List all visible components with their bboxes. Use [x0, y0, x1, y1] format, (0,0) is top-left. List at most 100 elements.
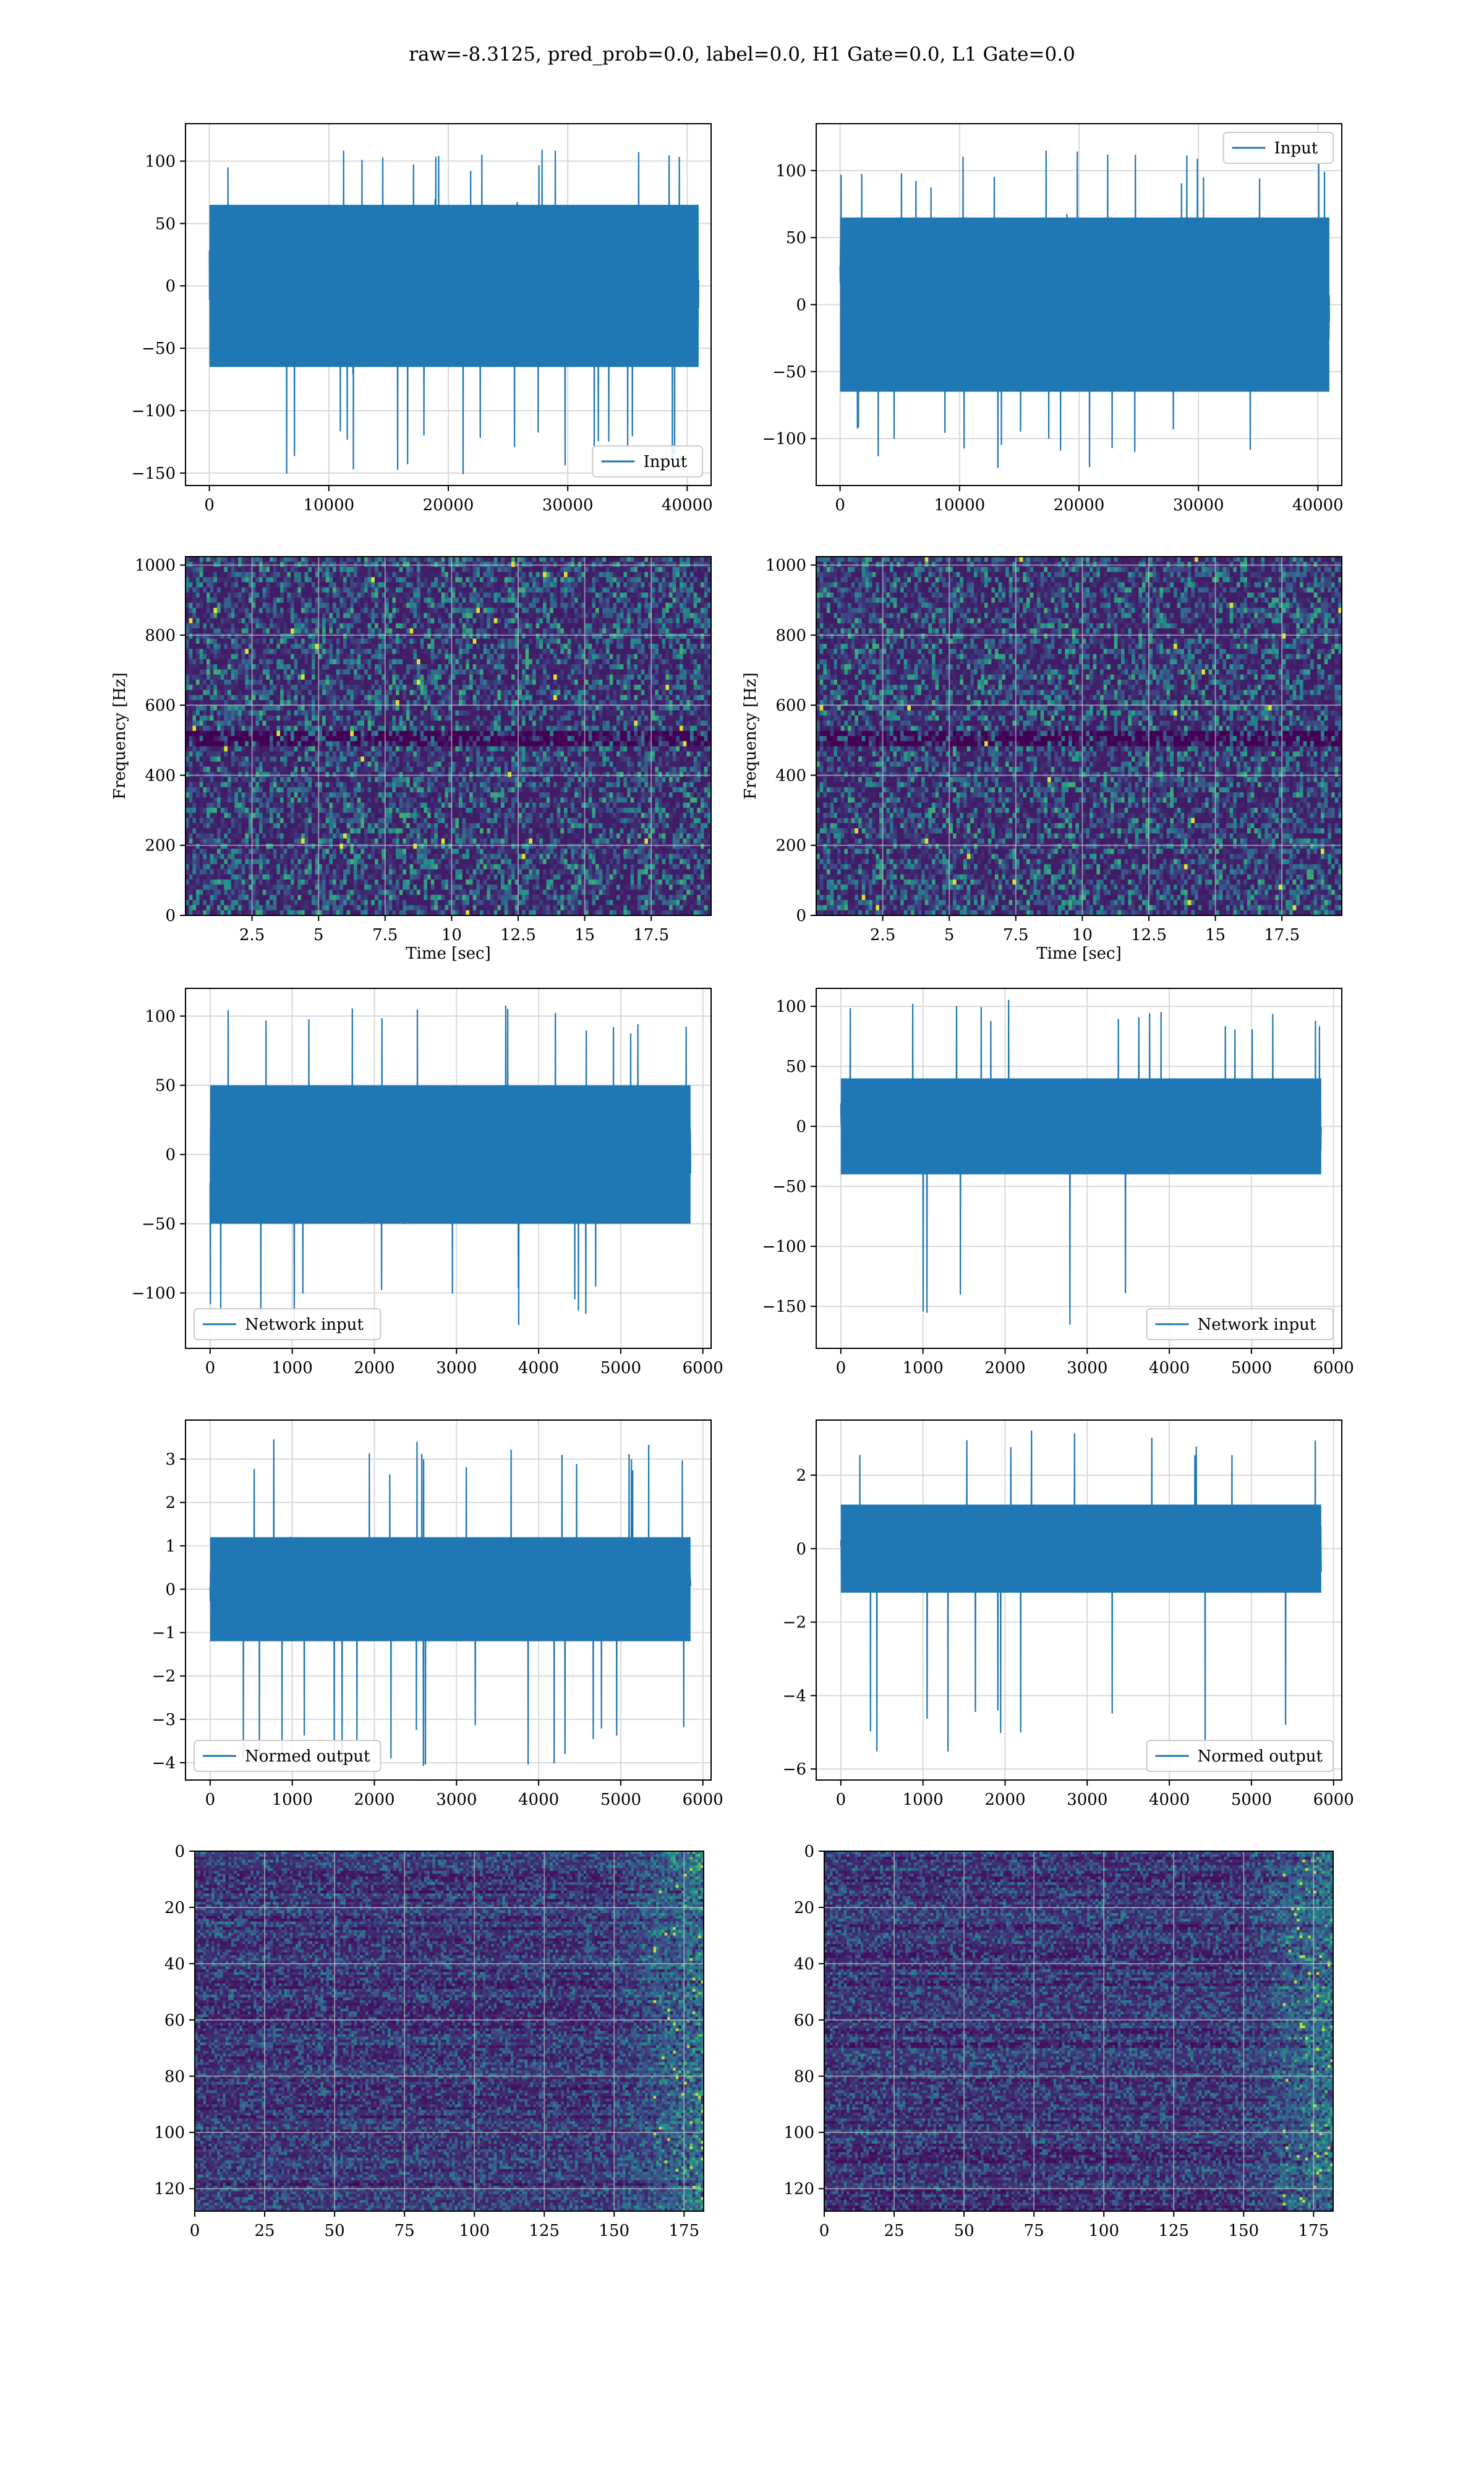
heatmap-cell	[455, 567, 459, 573]
heatmap-cell	[228, 567, 231, 573]
heatmap-cell	[210, 567, 214, 573]
heatmap-cell	[553, 557, 557, 562]
heatmap-cell	[508, 567, 511, 573]
heatmap-cell	[350, 567, 354, 573]
heatmap-cell	[574, 557, 578, 562]
heatmap-cell	[466, 567, 469, 573]
heatmap-cell	[284, 567, 288, 573]
heatmap-cell	[396, 567, 399, 573]
heatmap-cell	[410, 567, 414, 573]
heatmap-cell	[228, 557, 231, 562]
heatmap-cell	[420, 557, 424, 562]
heatmap-cell	[697, 557, 701, 562]
heatmap-cell	[336, 557, 340, 562]
heatmap-cell	[676, 557, 680, 562]
heatmap-cell	[368, 567, 372, 573]
heatmap-cell	[189, 557, 193, 562]
heatmap-cell	[484, 567, 487, 573]
heatmap-cell	[463, 557, 466, 562]
heatmap-cell	[252, 557, 256, 562]
heatmap-cell	[273, 557, 277, 562]
heatmap-cell	[424, 557, 427, 562]
heatmap-cell	[368, 557, 372, 562]
heatmap-cell	[203, 567, 207, 573]
heatmap-cell	[255, 557, 259, 562]
x-tick-label: 20000	[423, 496, 474, 515]
heatmap-cell	[403, 567, 406, 573]
heatmap-cell	[192, 567, 196, 573]
heatmap-cell	[560, 567, 564, 573]
heatmap-cell	[276, 557, 280, 562]
legend-label: Input	[644, 453, 688, 471]
heatmap-cell	[445, 557, 448, 562]
heatmap-cell	[343, 557, 347, 562]
heatmap-cell	[255, 567, 259, 573]
heatmap-cell	[578, 567, 582, 573]
legend: Input	[593, 446, 703, 477]
heatmap-cell	[511, 557, 515, 562]
heatmap-cell	[427, 557, 431, 562]
heatmap-cell	[389, 557, 393, 562]
heatmap-cell	[347, 567, 351, 573]
heatmap-cell	[280, 557, 284, 562]
x-tick-label: 30000	[1173, 496, 1224, 515]
heatmap-cell	[308, 567, 312, 573]
heatmap-cell	[234, 557, 238, 562]
heatmap-cell	[326, 567, 330, 573]
heatmap-cell	[291, 557, 294, 562]
heatmap-cell	[392, 567, 396, 573]
heatmap-cell	[511, 567, 515, 573]
x-tick-label: 20000	[1054, 496, 1105, 515]
heatmap-cell	[200, 567, 203, 573]
heatmap-cell	[392, 557, 396, 562]
heatmap-cell	[431, 567, 435, 573]
heatmap-cell	[291, 567, 294, 573]
heatmap-cell	[680, 557, 683, 562]
heatmap-cell	[312, 567, 315, 573]
heatmap-cell	[424, 567, 427, 573]
heatmap-cell	[547, 567, 550, 573]
heatmap-cell	[238, 557, 242, 562]
heatmap-cell	[413, 557, 417, 562]
heatmap-cell	[245, 567, 249, 573]
heatmap-cell	[574, 567, 578, 573]
heatmap-cell	[497, 567, 501, 573]
heatmap-cell	[441, 567, 445, 573]
heatmap-cell	[585, 557, 589, 562]
heatmap-cell	[326, 557, 330, 562]
heatmap-cell	[543, 557, 547, 562]
heatmap-cell	[539, 557, 543, 562]
heatmap-cell	[371, 557, 375, 562]
heatmap-cell	[701, 557, 704, 562]
heatmap-cell	[329, 567, 333, 573]
heatmap-cell	[673, 557, 676, 562]
heatmap-cell	[459, 567, 463, 573]
y-tick-label: −100	[762, 430, 806, 448]
heatmap-cell	[610, 557, 613, 562]
heatmap-cell	[469, 557, 473, 562]
heatmap-cell	[375, 567, 378, 573]
x-tick-label: 0	[204, 496, 215, 515]
heatmap-cell	[550, 567, 553, 573]
heatmap-cell	[339, 557, 343, 562]
heatmap-cell	[652, 557, 655, 562]
heatmap-cells	[186, 557, 712, 916]
heatmap-cell	[245, 557, 249, 562]
heatmap-cell	[385, 567, 389, 573]
legend-label: Input	[1274, 139, 1318, 158]
subplot-h1-spectrogram: 2.5 5 7.5 10 12.5 15 17.502004006008001000Time…	[111, 557, 712, 963]
heatmap-cell	[459, 557, 463, 562]
heatmap-cell	[357, 557, 361, 562]
heatmap-cell	[602, 557, 606, 562]
heatmap-cell	[318, 567, 322, 573]
x-tick-label: 0	[835, 496, 845, 515]
heatmap-cell	[441, 557, 445, 562]
heatmap-cell	[644, 557, 648, 562]
y-tick-label: −50	[142, 340, 176, 358]
heatmap-cell	[364, 557, 368, 562]
heatmap-cell	[536, 557, 540, 562]
heatmap-cell	[360, 557, 364, 562]
x-tick-label: 30000	[542, 496, 594, 515]
heatmap-cell	[704, 557, 708, 562]
heatmap-cell	[207, 567, 210, 573]
